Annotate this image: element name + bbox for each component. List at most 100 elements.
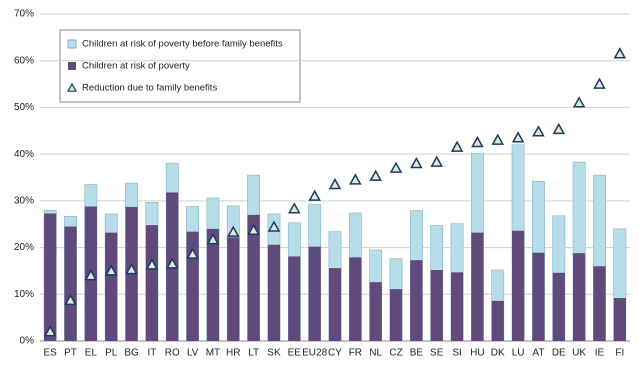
- x-tick-label: SE: [430, 348, 444, 359]
- marker: [532, 125, 545, 137]
- marker: [471, 135, 484, 148]
- legend-label: Children at risk of poverty before famil…: [82, 39, 283, 50]
- marker: [145, 258, 159, 270]
- x-tick-label: FR: [349, 348, 362, 359]
- bar: [410, 260, 423, 341]
- x-tick-label: EE: [288, 348, 302, 359]
- bar: [593, 266, 606, 341]
- bar: [573, 253, 586, 341]
- marker: [165, 257, 179, 269]
- bar: [613, 298, 626, 341]
- x-tick-label: DE: [552, 348, 566, 359]
- x-tick-label: PT: [64, 348, 77, 359]
- y-tick-label: 20%: [14, 242, 34, 253]
- y-tick-label: 60%: [14, 55, 34, 66]
- marker: [84, 269, 98, 281]
- marker: [410, 156, 423, 169]
- bar: [328, 268, 342, 341]
- legend-label: Children at risk of poverty: [82, 61, 190, 72]
- y-tick-label: 10%: [14, 289, 34, 300]
- x-tick-label: AT: [532, 348, 544, 359]
- marker: [267, 220, 281, 232]
- x-tick-label: LU: [512, 348, 525, 359]
- x-tick-label: LV: [187, 348, 199, 359]
- y-tick-label: 50%: [14, 102, 34, 113]
- marker: [369, 169, 382, 181]
- bar: [227, 237, 240, 341]
- x-tick-label: BG: [124, 348, 139, 359]
- x-tick-label: LT: [248, 348, 259, 359]
- x-tick-label: HU: [470, 348, 484, 359]
- x-tick-label: RO: [165, 348, 180, 359]
- marker: [349, 173, 362, 185]
- marker: [328, 177, 342, 190]
- marker: [288, 202, 301, 214]
- marker: [104, 264, 118, 276]
- x-tick-label: DK: [491, 348, 505, 359]
- bar: [145, 225, 158, 341]
- bar: [44, 213, 57, 341]
- bar: [349, 257, 362, 341]
- x-tick-label: NL: [369, 348, 382, 359]
- bar: [512, 230, 525, 341]
- marker: [227, 225, 240, 237]
- marker: [186, 247, 199, 259]
- y-tick-label: 40%: [14, 149, 34, 160]
- x-tick-label: EL: [85, 348, 98, 359]
- legend-box: [59, 29, 301, 103]
- bar: [471, 232, 484, 341]
- y-tick-label: 30%: [14, 195, 34, 206]
- x-tick-label: UK: [572, 348, 586, 359]
- marker: [613, 47, 627, 59]
- legend-swatch: [67, 39, 77, 49]
- x-tick-label: SI: [452, 348, 461, 359]
- y-tick-label: 0%: [20, 336, 35, 347]
- bar: [105, 232, 118, 341]
- x-tick-label: CY: [328, 348, 342, 359]
- bar: [206, 228, 220, 341]
- bar: [64, 226, 77, 341]
- legend-swatch: [66, 82, 78, 92]
- bar: [491, 300, 504, 341]
- x-tick-label: IT: [147, 348, 156, 359]
- x-tick-label: ES: [44, 348, 58, 359]
- x-tick-label: EU28: [302, 348, 327, 359]
- bar: [369, 282, 382, 341]
- marker: [64, 293, 77, 306]
- bar: [267, 244, 281, 341]
- bar: [186, 231, 199, 341]
- x-tick-label: SK: [267, 348, 281, 359]
- marker: [593, 77, 606, 89]
- marker: [491, 133, 505, 145]
- marker: [43, 325, 57, 337]
- marker: [389, 161, 403, 173]
- x-tick-label: CZ: [389, 348, 402, 359]
- x-tick-label: FI: [615, 348, 624, 359]
- marker: [450, 140, 464, 152]
- bar: [552, 272, 565, 341]
- x-tick-label: IE: [595, 348, 605, 359]
- marker: [511, 131, 525, 143]
- marker: [552, 122, 566, 135]
- marker: [572, 96, 586, 108]
- marker: [247, 223, 260, 236]
- bar: [532, 252, 545, 341]
- bar: [308, 246, 321, 341]
- bar: [450, 272, 464, 341]
- marker: [430, 155, 443, 167]
- legend-swatch: [68, 62, 76, 70]
- marker: [206, 233, 220, 245]
- legend-label: Reduction due to family benefits: [82, 83, 217, 94]
- y-tick-label: 70%: [14, 9, 34, 20]
- marker: [308, 189, 321, 201]
- x-tick-label: BE: [410, 348, 424, 359]
- x-tick-label: MT: [206, 348, 220, 359]
- x-tick-label: PL: [105, 348, 118, 359]
- bar: [247, 214, 260, 341]
- bar: [389, 289, 403, 341]
- marker: [125, 262, 138, 275]
- bar: [430, 269, 443, 341]
- bar: [288, 256, 301, 341]
- x-tick-label: HR: [226, 348, 240, 359]
